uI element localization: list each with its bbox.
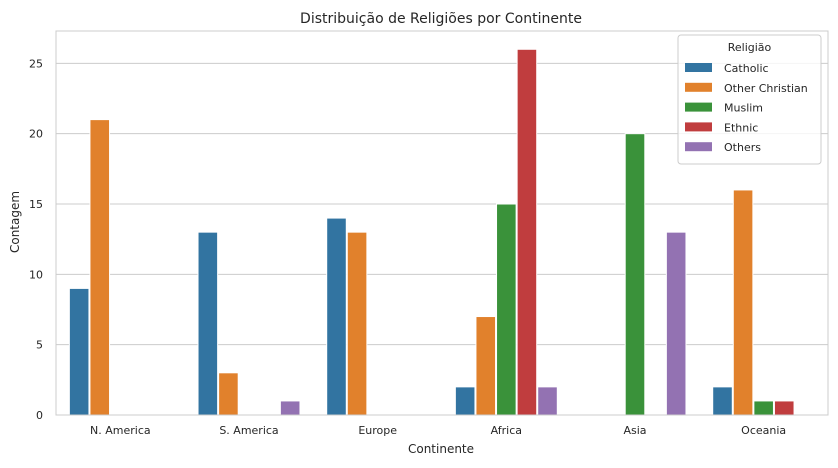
legend-swatch bbox=[685, 142, 712, 152]
bar-catholic bbox=[712, 386, 733, 416]
bar-ethnic bbox=[773, 400, 795, 416]
x-tick-label: S. America bbox=[219, 424, 278, 437]
bar-muslim bbox=[753, 400, 774, 416]
bar-catholic bbox=[68, 287, 90, 416]
x-tick-label: Asia bbox=[623, 424, 646, 437]
y-tick-label: 5 bbox=[36, 339, 43, 352]
bar-ethnic bbox=[516, 48, 538, 416]
legend-swatch bbox=[685, 63, 712, 72]
legend-box bbox=[677, 34, 822, 165]
plot-frame bbox=[55, 30, 829, 416]
bar-others bbox=[279, 400, 301, 416]
bar-catholic bbox=[197, 231, 219, 416]
legend-label: Muslim bbox=[724, 102, 763, 115]
x-axis-label: Continente bbox=[408, 442, 474, 456]
bar-other-christian bbox=[475, 316, 497, 416]
legend-label: Others bbox=[724, 141, 761, 154]
y-tick-label: 25 bbox=[29, 57, 43, 70]
legend-label: Ethnic bbox=[724, 121, 758, 134]
bar-other-christian bbox=[89, 119, 111, 416]
bar-others bbox=[537, 386, 558, 416]
x-tick-label: Europe bbox=[358, 424, 397, 437]
legend-swatch bbox=[685, 122, 712, 132]
x-tick-label: N. America bbox=[90, 424, 151, 437]
legend-swatch bbox=[685, 82, 712, 92]
y-tick-label: 15 bbox=[29, 198, 43, 211]
axes: 0 5 10 15 20 25 N. America S. America Europe Afri… bbox=[29, 30, 829, 437]
chart-title: Distribuição de Religiões por Continente bbox=[300, 11, 582, 27]
bar-other-christian bbox=[732, 189, 754, 416]
legend-label: Other Christian bbox=[724, 82, 808, 95]
bar-muslim bbox=[496, 203, 517, 416]
bar-other-christian bbox=[218, 372, 239, 416]
bar-other-christian bbox=[346, 231, 368, 416]
legend: Religião Catholic Other Christian Muslim Eth… bbox=[677, 34, 822, 165]
y-tick-label: 20 bbox=[29, 128, 43, 141]
x-tick-label: Oceania bbox=[741, 424, 786, 437]
bar-catholic bbox=[326, 217, 347, 416]
y-tick-label: 0 bbox=[36, 409, 43, 422]
legend-title: Religião bbox=[728, 41, 772, 54]
bar-catholic bbox=[454, 386, 476, 416]
y-axis-label: Contagem bbox=[8, 191, 22, 253]
x-tick-label: Africa bbox=[491, 424, 522, 437]
bar-muslim bbox=[624, 133, 646, 416]
legend-swatch bbox=[685, 102, 712, 112]
y-tick-label: 10 bbox=[29, 268, 43, 281]
bar-others bbox=[665, 231, 687, 416]
legend-label: Catholic bbox=[724, 62, 769, 75]
